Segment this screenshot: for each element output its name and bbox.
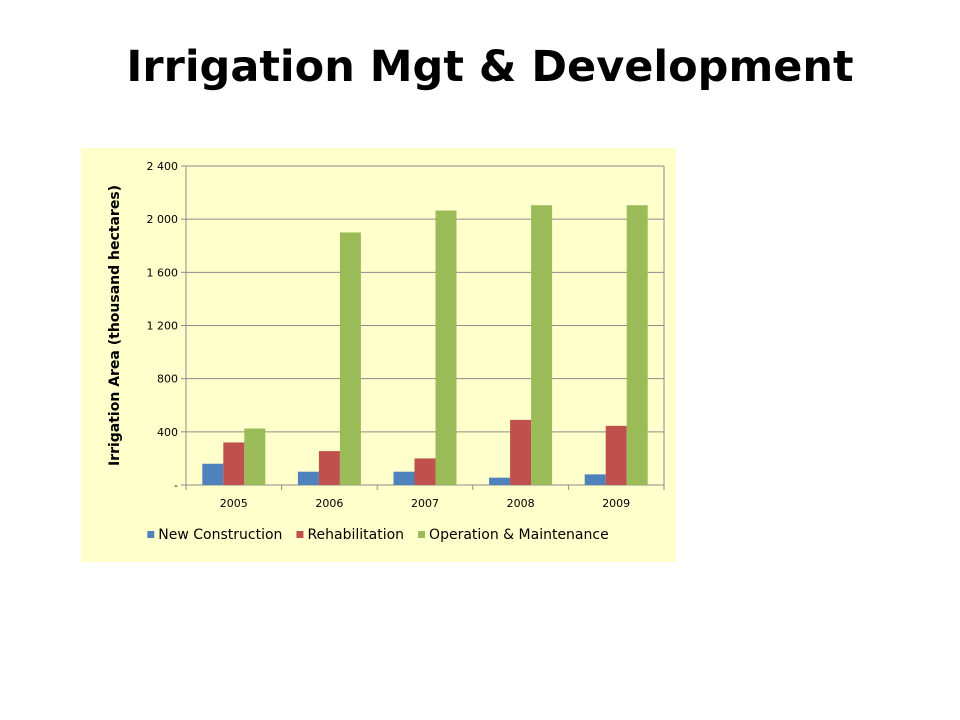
bars <box>202 205 648 485</box>
y-tick-label: 1 200 <box>147 320 179 333</box>
y-tick-label: - <box>174 479 178 492</box>
gridlines <box>186 165 664 486</box>
bar-operation-maintenance-2006 <box>339 232 361 485</box>
x-tick-label: 2009 <box>602 497 630 510</box>
bar-new-construction-2006 <box>297 471 319 485</box>
bar-chart: - 400 800 1 200 1 600 2 000 2 400 Irrigation Ar… <box>107 160 665 543</box>
bar-operation-maintenance-2005 <box>244 428 266 485</box>
legend: New Construction Rehabilitation Operation … <box>147 527 609 543</box>
legend-swatch <box>296 531 304 538</box>
y-tick-label: 2 000 <box>147 213 179 226</box>
bar-rehabilitation-2006 <box>318 451 340 485</box>
chart-panel: - 400 800 1 200 1 600 2 000 2 400 Irrigation Ar… <box>81 148 676 562</box>
y-tick-label: 400 <box>157 426 178 439</box>
bar-operation-maintenance-2009 <box>626 205 648 485</box>
legend-swatch <box>418 531 426 538</box>
legend-label: New Construction <box>158 527 282 543</box>
bar-operation-maintenance-2007 <box>435 210 457 485</box>
bar-operation-maintenance-2008 <box>531 205 553 485</box>
bar-rehabilitation-2007 <box>414 458 436 485</box>
bar-new-construction-2008 <box>489 477 511 485</box>
x-tick-label: 2006 <box>315 497 343 510</box>
bar-rehabilitation-2008 <box>510 419 532 485</box>
tick-labels: - 400 800 1 200 1 600 2 000 2 400 Irrigation Ar… <box>107 160 630 510</box>
x-tick-label: 2005 <box>220 497 248 510</box>
y-tick-label: 800 <box>157 373 178 386</box>
bar-rehabilitation-2005 <box>223 442 245 485</box>
bar-new-construction-2005 <box>202 463 224 485</box>
slide-title: Irrigation Mgt & Development <box>126 42 854 92</box>
bar-new-construction-2009 <box>584 474 606 485</box>
y-tick-label: 2 400 <box>147 160 179 173</box>
legend-label: Rehabilitation <box>307 527 404 543</box>
legend-label: Operation & Maintenance <box>429 527 609 543</box>
legend-swatch <box>147 531 155 538</box>
y-tick-label: 1 600 <box>147 266 179 279</box>
y-axis-title: Irrigation Area (thousand hectares) <box>107 185 123 466</box>
x-tick-label: 2008 <box>507 497 535 510</box>
x-tick-label: 2007 <box>411 497 439 510</box>
bar-rehabilitation-2009 <box>605 425 627 485</box>
bar-new-construction-2007 <box>393 471 415 485</box>
